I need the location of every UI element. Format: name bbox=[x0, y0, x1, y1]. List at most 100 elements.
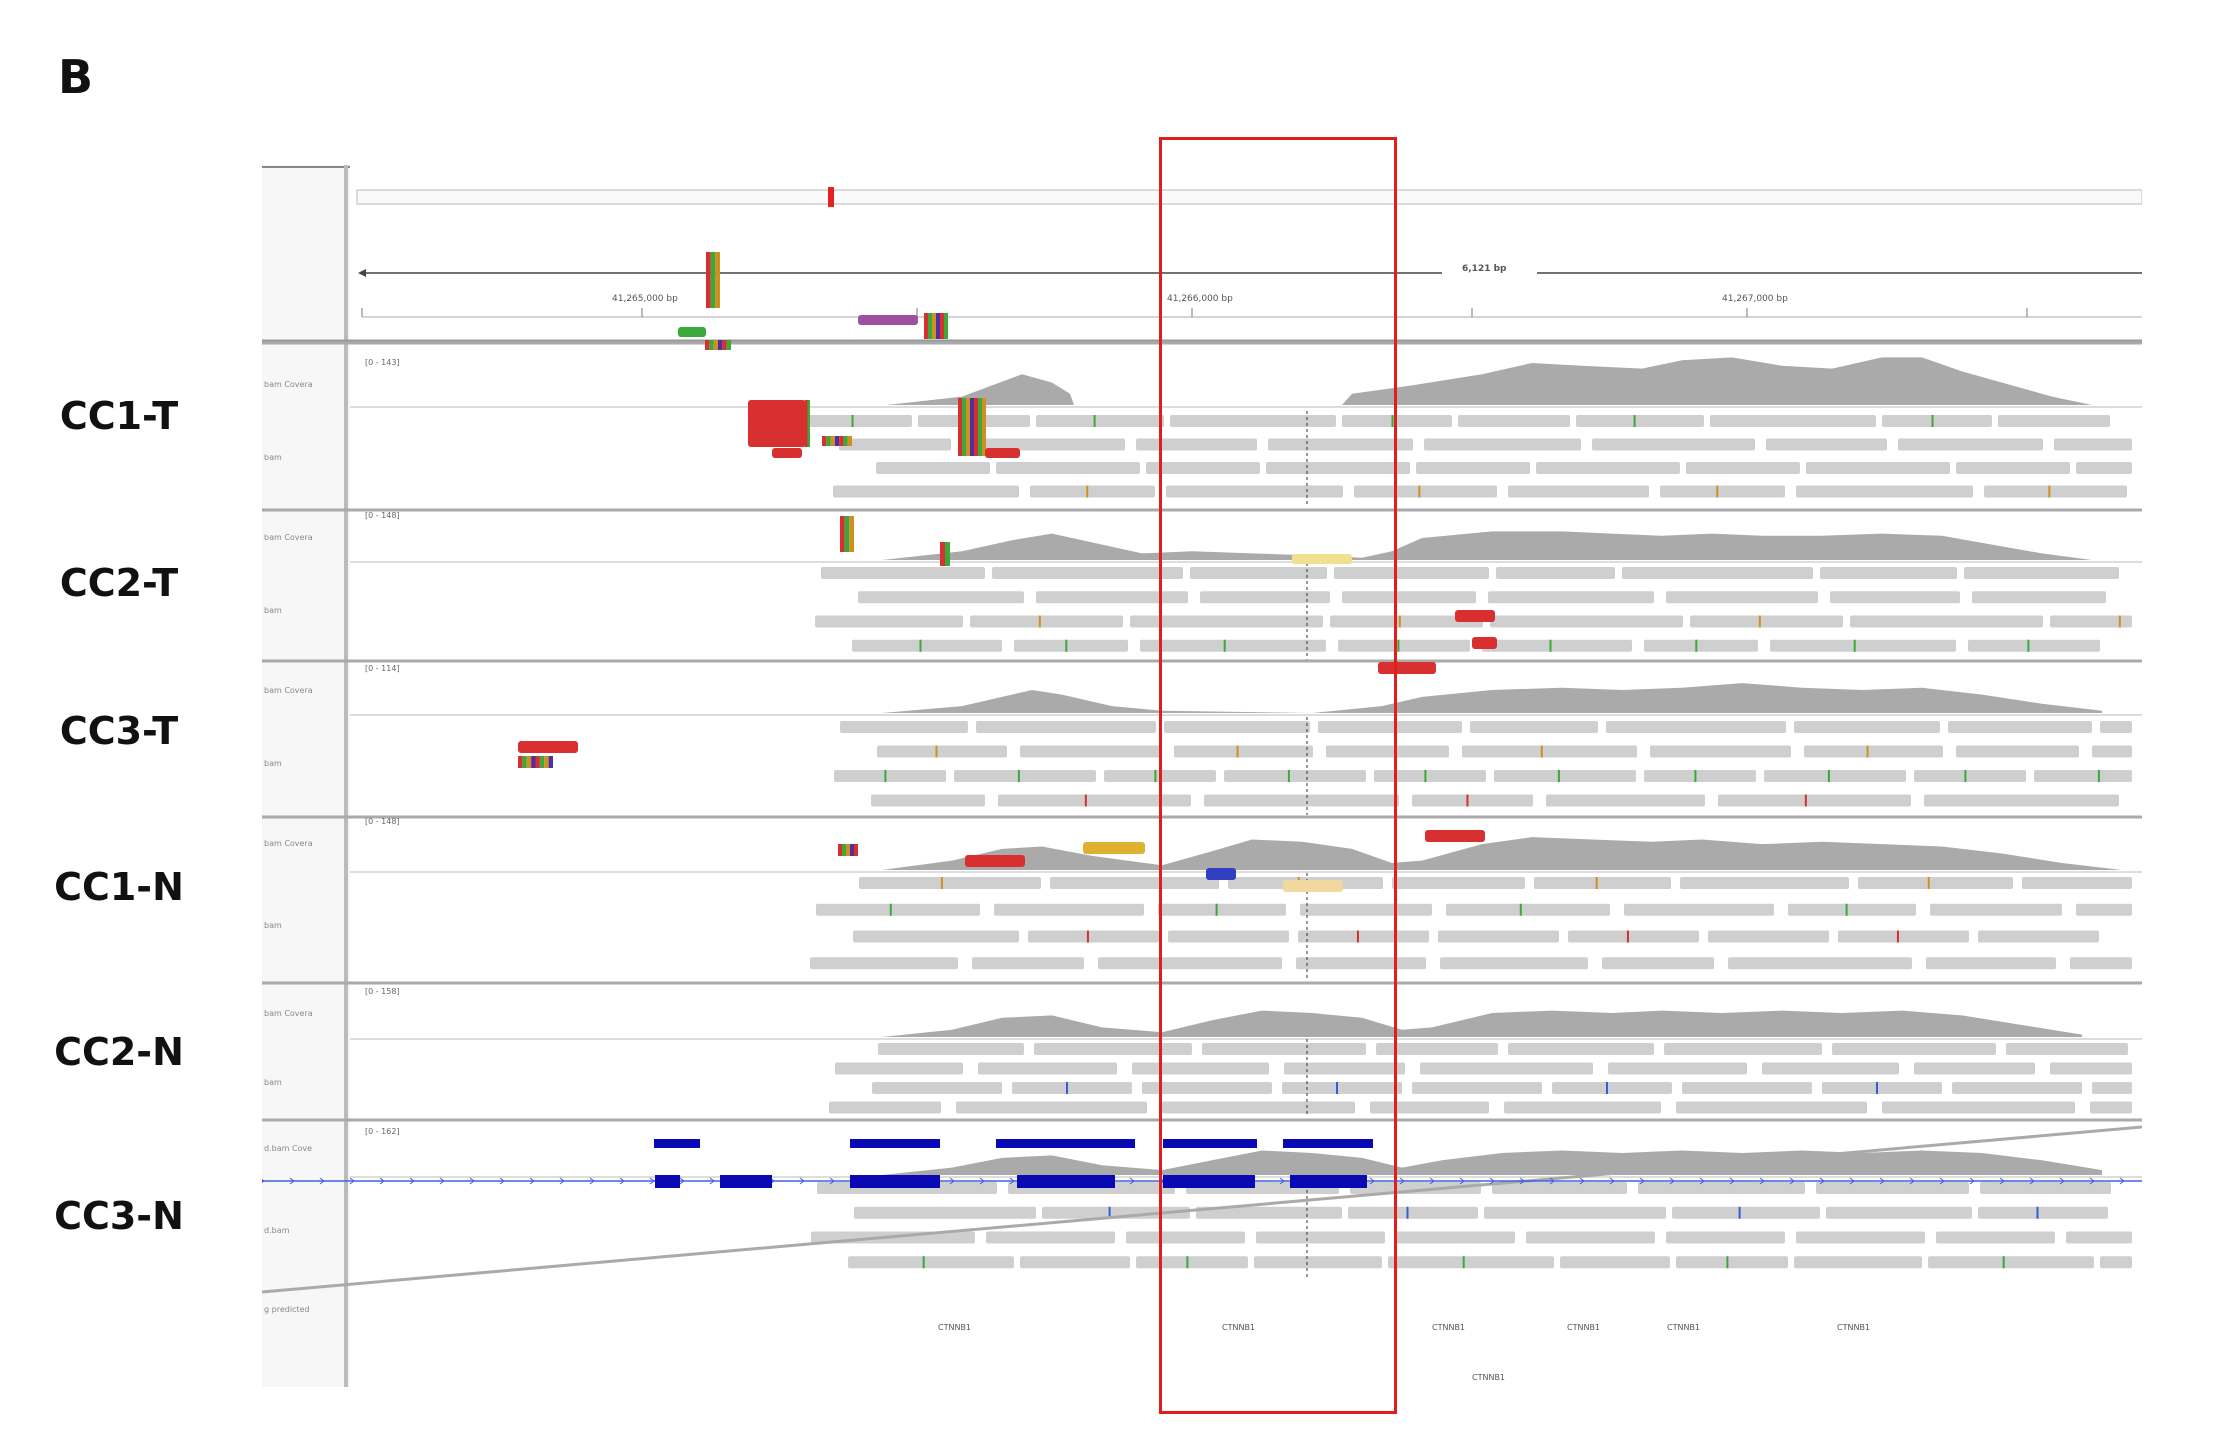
mismatch-base bbox=[1931, 415, 1934, 427]
aligned-read bbox=[1376, 1043, 1498, 1055]
alignment-track-name[interactable]: bam bbox=[264, 606, 282, 615]
strand-arrow bbox=[1999, 1177, 2005, 1185]
gene-track-name[interactable]: g predicted bbox=[264, 1305, 310, 1314]
alignment-track-name[interactable]: bam bbox=[264, 759, 282, 768]
mismatch-base bbox=[1336, 1082, 1338, 1094]
mismatch-base bbox=[935, 745, 938, 758]
strand-arrow bbox=[2029, 1177, 2035, 1185]
aligned-read bbox=[2050, 615, 2132, 628]
gene-exon bbox=[655, 1175, 680, 1188]
aligned-read bbox=[1254, 1256, 1382, 1269]
aligned-read bbox=[1552, 1082, 1672, 1094]
strand-arrow bbox=[319, 1177, 325, 1185]
aligned-read bbox=[1196, 1206, 1342, 1219]
mutation-cluster bbox=[844, 516, 850, 552]
mismatch-base bbox=[919, 639, 922, 652]
aligned-read bbox=[1816, 1182, 1969, 1194]
aligned-read bbox=[810, 957, 958, 970]
strand-arrow bbox=[1819, 1177, 1825, 1185]
strand-arrow bbox=[349, 1177, 355, 1185]
coverage-track-name[interactable]: bam Covera bbox=[264, 533, 313, 542]
aligned-read bbox=[1494, 770, 1636, 782]
aligned-read bbox=[1650, 745, 1791, 758]
strand-arrow bbox=[379, 1177, 385, 1185]
strand-arrow bbox=[829, 1177, 835, 1185]
aligned-read bbox=[1266, 462, 1410, 474]
aligned-read bbox=[1042, 1206, 1190, 1219]
mismatch-base bbox=[1626, 930, 1629, 943]
alignment-track-name[interactable]: bam bbox=[264, 453, 282, 462]
aligned-read bbox=[1142, 1082, 1272, 1094]
mutation-cluster bbox=[1472, 637, 1497, 649]
mutation-cluster bbox=[846, 844, 850, 856]
aligned-read bbox=[1978, 930, 2099, 943]
mismatch-base bbox=[1738, 1206, 1741, 1219]
mismatch-base bbox=[1424, 770, 1427, 782]
coverage-histogram bbox=[882, 1010, 2082, 1037]
aligned-read bbox=[839, 438, 951, 451]
aligned-read bbox=[1882, 415, 1992, 427]
gene-name-label: CTNNB1 bbox=[1472, 1373, 1506, 1382]
mutation-cluster bbox=[1455, 610, 1495, 622]
aligned-read bbox=[1666, 1231, 1785, 1244]
sample-label-cc2-t: CC2-T bbox=[59, 561, 179, 605]
aligned-read bbox=[1268, 438, 1413, 451]
mutation-cluster bbox=[705, 340, 710, 350]
aligned-read bbox=[1140, 639, 1326, 652]
ruler-tick-label: 41,267,000 bp bbox=[1722, 294, 1788, 304]
aligned-read bbox=[962, 438, 1125, 451]
gene-feature bbox=[1283, 1139, 1373, 1148]
coverage-track-name[interactable]: bam Covera bbox=[264, 1009, 313, 1018]
alignment-track-name[interactable]: bam bbox=[264, 1078, 282, 1087]
aligned-read bbox=[1338, 639, 1470, 652]
coverage-track-name[interactable]: bam Covera bbox=[264, 839, 313, 848]
aligned-read bbox=[1882, 1101, 2075, 1114]
aligned-read bbox=[1644, 639, 1758, 652]
strand-arrow bbox=[1009, 1177, 1015, 1185]
aligned-read bbox=[1952, 1082, 2082, 1094]
strand-arrow bbox=[1429, 1177, 1435, 1185]
gene-exon bbox=[720, 1175, 772, 1188]
strand-arrow bbox=[1489, 1177, 1495, 1185]
aligned-read bbox=[1796, 1231, 1925, 1244]
gene-feature-label: CTNNB1 bbox=[1837, 1323, 1871, 1332]
aligned-read bbox=[1664, 1043, 1822, 1055]
mismatch-base bbox=[1866, 745, 1869, 758]
aligned-read bbox=[1602, 957, 1714, 970]
mutation-cluster bbox=[945, 542, 950, 566]
mutation-cluster bbox=[834, 436, 840, 446]
gene-track-separator bbox=[262, 1125, 2142, 1294]
coverage-track-name[interactable]: bam Covera bbox=[264, 686, 313, 695]
mismatch-base bbox=[1606, 1082, 1608, 1094]
gene-feature-label: CTNNB1 bbox=[1667, 1323, 1701, 1332]
aligned-read bbox=[986, 1231, 1115, 1244]
aligned-read bbox=[1804, 745, 1943, 758]
aligned-read bbox=[1972, 591, 2106, 604]
aligned-read bbox=[840, 721, 968, 733]
aligned-read bbox=[2070, 957, 2132, 970]
strand-arrow bbox=[2119, 1177, 2125, 1185]
coverage-track-name[interactable]: bam Covera bbox=[264, 380, 313, 389]
aligned-read bbox=[970, 615, 1123, 628]
aligned-read bbox=[1806, 462, 1950, 474]
aligned-read bbox=[1388, 1256, 1554, 1269]
alignment-track-name[interactable]: bam bbox=[264, 921, 282, 930]
aligned-read bbox=[1126, 1231, 1245, 1244]
coverage-histogram bbox=[882, 357, 2092, 405]
coverage-track-name[interactable]: d.bam Cove bbox=[264, 1144, 313, 1153]
mismatch-base bbox=[1827, 770, 1830, 782]
aligned-read bbox=[1036, 591, 1188, 604]
mutation-cluster bbox=[548, 756, 553, 768]
mutation-cluster bbox=[924, 313, 928, 339]
mismatch-base bbox=[889, 903, 892, 916]
mutation-cluster bbox=[822, 436, 827, 446]
aligned-read bbox=[1666, 591, 1818, 604]
gene-exon bbox=[1290, 1175, 1367, 1188]
alignment-track-name[interactable]: d.bam bbox=[264, 1226, 290, 1235]
gene-feature bbox=[850, 1139, 940, 1148]
aligned-read bbox=[1766, 438, 1887, 451]
mismatch-base bbox=[1853, 639, 1856, 652]
aligned-read bbox=[1762, 1062, 1899, 1075]
aligned-read bbox=[1318, 721, 1462, 733]
chromosome-ideogram bbox=[356, 189, 2142, 205]
